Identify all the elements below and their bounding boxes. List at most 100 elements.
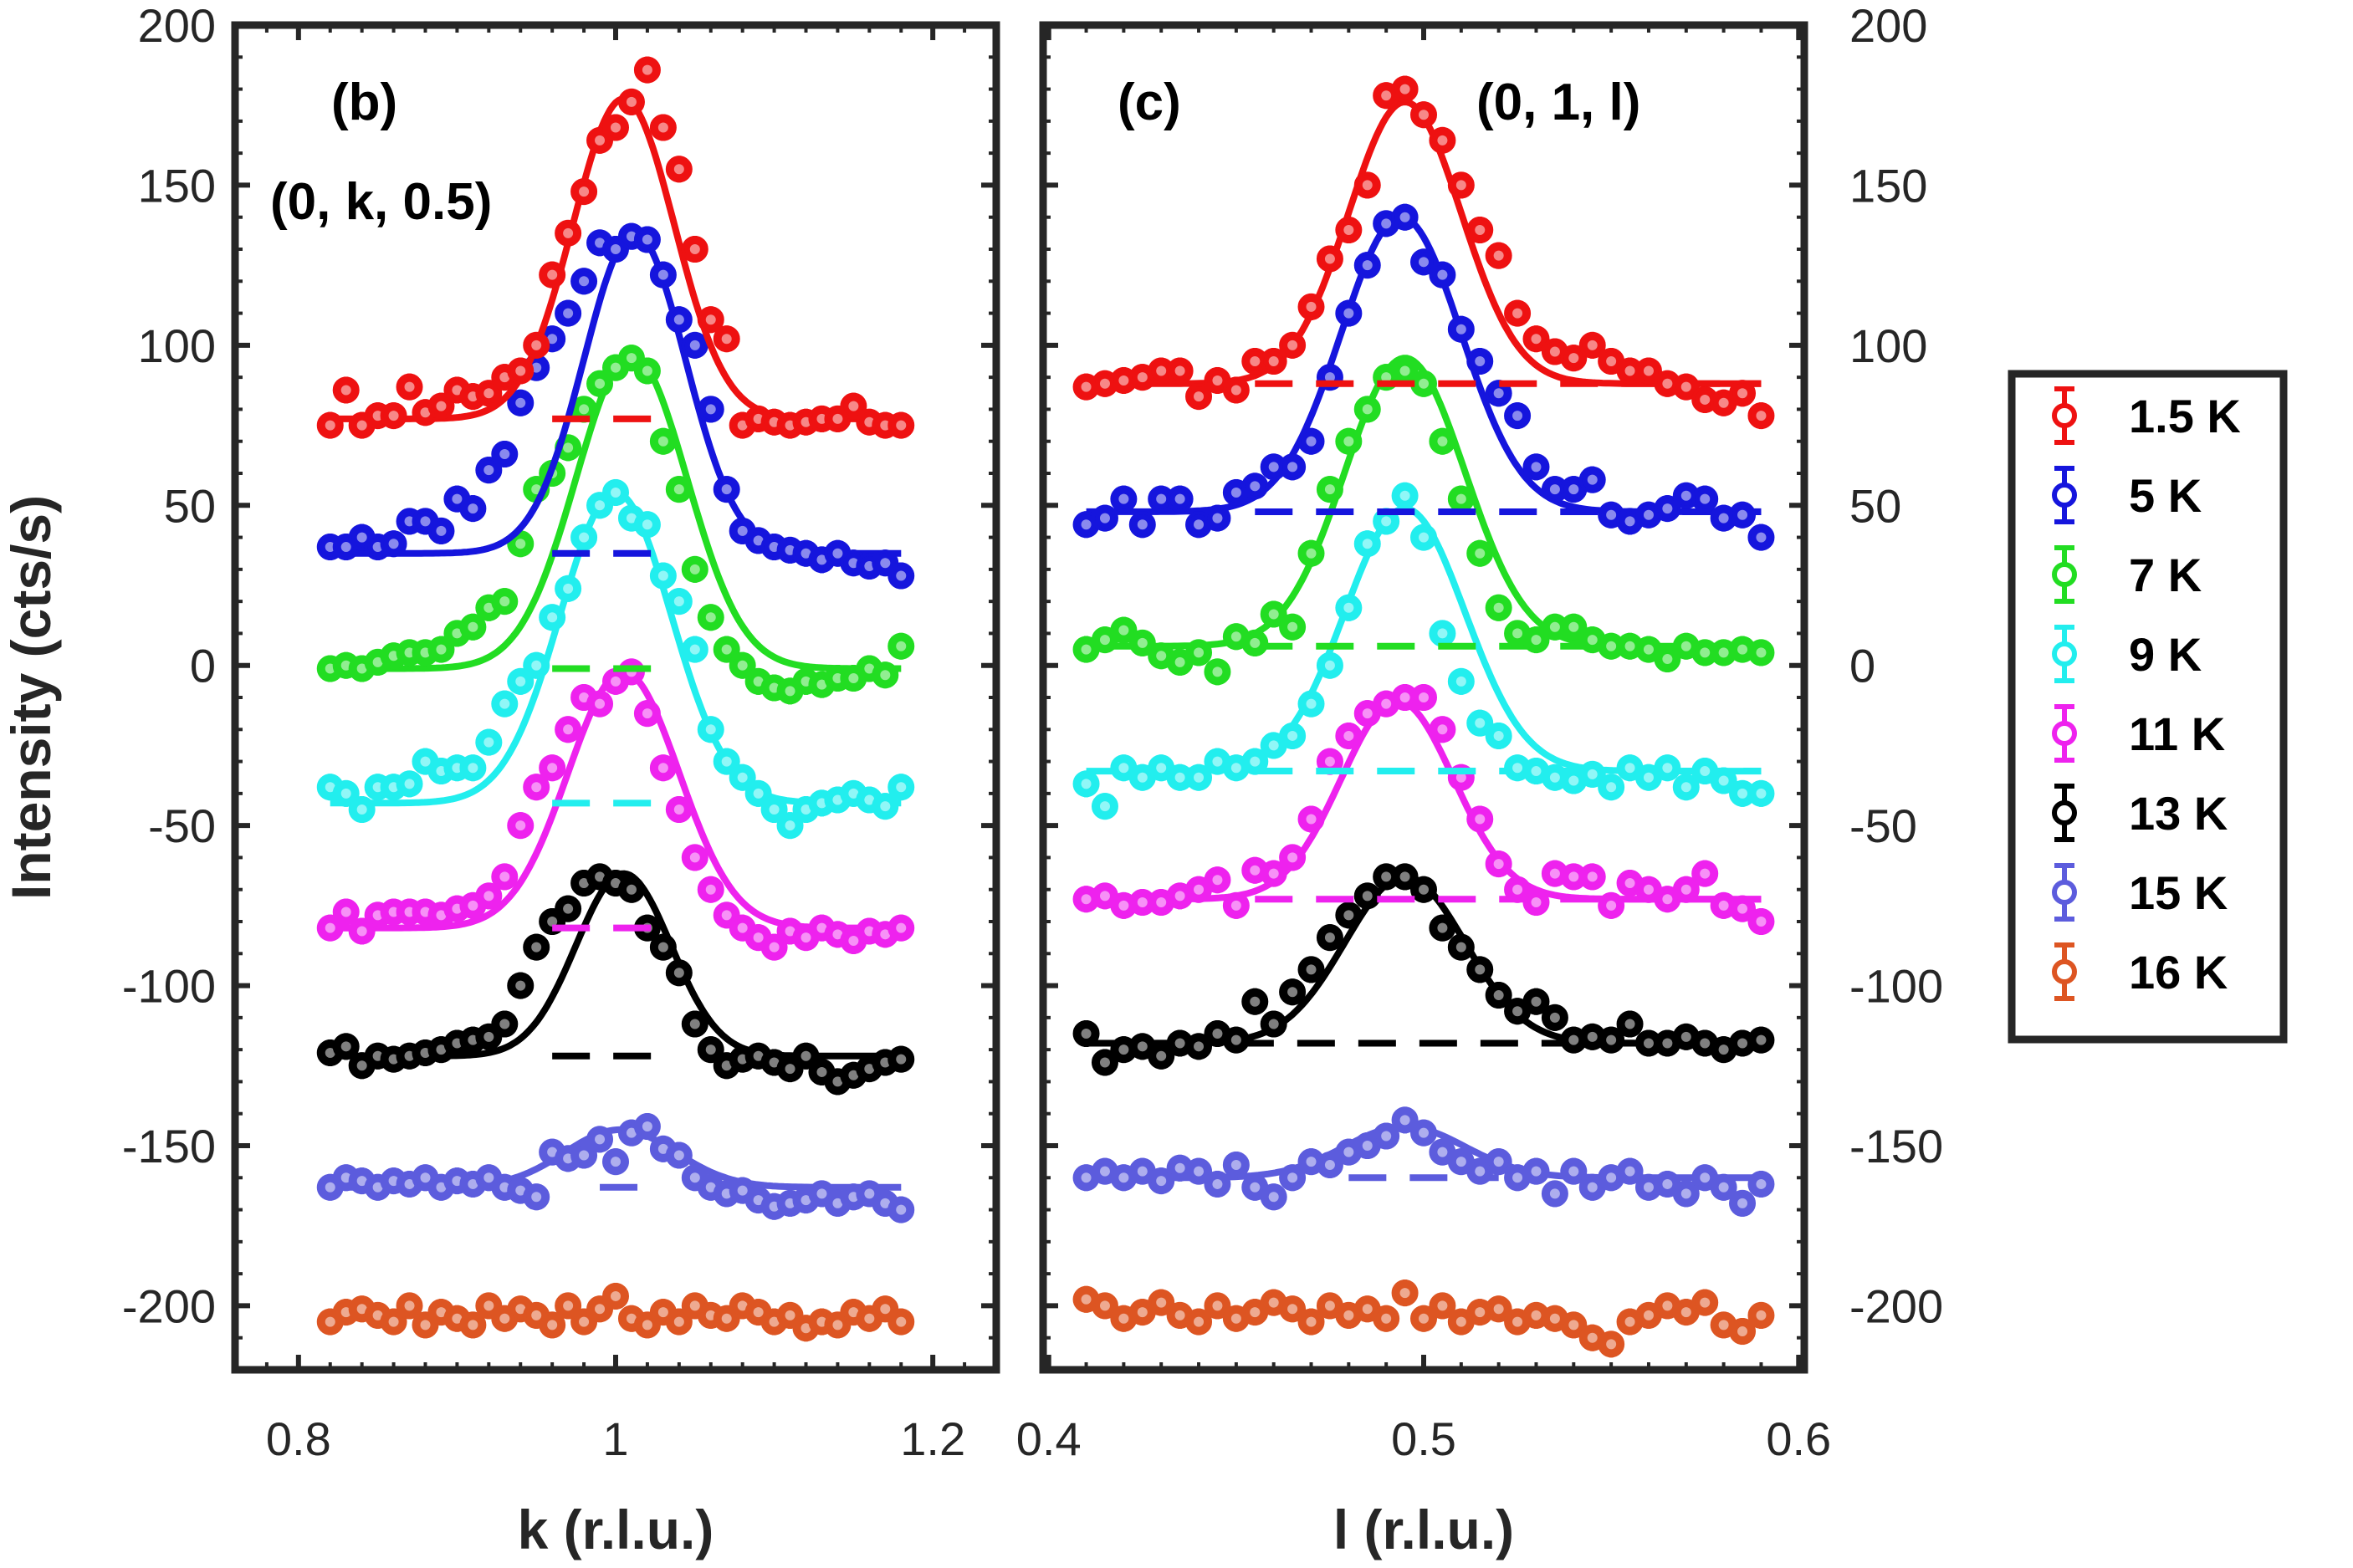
data-point-highlight (1718, 513, 1729, 524)
data-point-highlight (1381, 218, 1392, 229)
data-point-highlight (1137, 372, 1148, 383)
data-point-highlight (452, 1313, 463, 1324)
data-point-highlight (1756, 917, 1767, 927)
data-point-highlight (325, 542, 335, 553)
data-point-highlight (1156, 897, 1167, 908)
data-point-highlight (1194, 519, 1205, 530)
data-point-highlight (388, 411, 399, 421)
data-point-highlight (1268, 609, 1279, 620)
data-point-highlight (816, 413, 827, 424)
series-11-k (1072, 684, 1775, 935)
data-point-highlight (1362, 260, 1373, 271)
data-point-highlight (801, 1195, 811, 1206)
data-point-highlight (1737, 788, 1748, 799)
data-point-highlight (1174, 493, 1185, 504)
data-point-highlight (1306, 436, 1317, 447)
data-point-highlight (1212, 375, 1223, 386)
data-point-highlight (468, 621, 478, 632)
series-1-5-k (1072, 75, 1775, 430)
data-point-highlight (1306, 301, 1317, 312)
data-point-highlight (848, 1307, 859, 1318)
data-point-highlight (1081, 894, 1092, 905)
data-point-highlight (753, 932, 764, 943)
data-point-highlight (673, 804, 684, 815)
data-point-highlight (864, 663, 875, 674)
data-point-highlight (499, 449, 510, 460)
data-point-highlight (1680, 1188, 1691, 1199)
data-point-highlight (1419, 110, 1429, 120)
data-point-highlight (1718, 1044, 1729, 1055)
data-point-highlight (1174, 656, 1185, 667)
data-point-highlight (595, 871, 606, 882)
data-point-highlight (657, 269, 668, 280)
data-point-highlight (1250, 637, 1261, 648)
data-point-highlight (1737, 644, 1748, 655)
data-point-highlight (372, 1182, 383, 1193)
data-point-highlight (595, 237, 606, 248)
data-point-highlight (832, 1320, 843, 1331)
data-point-highlight (1512, 884, 1523, 895)
data-point-highlight (896, 641, 907, 651)
data-point-highlight (468, 763, 478, 774)
data-point-highlight (325, 782, 335, 793)
data-point-highlight (547, 269, 558, 280)
data-point-highlight (1118, 1044, 1129, 1055)
data-point-highlight (1287, 621, 1298, 632)
data-point-highlight (737, 660, 748, 671)
data-point-highlight (1549, 1188, 1560, 1199)
data-point-highlight (673, 314, 684, 325)
data-point-highlight (721, 910, 732, 921)
data-point-highlight (404, 1300, 415, 1311)
data-point-highlight (1700, 1297, 1711, 1308)
series-7-k (316, 345, 915, 705)
data-point-highlight (1250, 481, 1261, 492)
data-point-highlight (1137, 637, 1148, 648)
data-point-highlight (1700, 394, 1711, 405)
panel-c-frame (1039, 21, 1808, 1374)
data-point-highlight (1624, 1019, 1635, 1029)
data-point-highlight (1419, 378, 1429, 389)
data-point-highlight (340, 385, 351, 396)
data-point-highlight (1662, 763, 1673, 774)
data-point-highlight (1156, 1050, 1167, 1061)
data-point-highlight (1287, 1172, 1298, 1183)
data-point-highlight (737, 922, 748, 933)
data-point-highlight (1250, 1307, 1261, 1318)
legend-marker (2052, 880, 2077, 905)
data-point-highlight (1475, 718, 1486, 728)
data-point-highlight (1643, 772, 1654, 783)
legend-entry: 11 K (2052, 704, 2225, 763)
data-point-highlight (1512, 308, 1523, 319)
data-point-highlight (1362, 891, 1373, 901)
data-point-highlight (1137, 1307, 1148, 1318)
data-point-highlight (1419, 257, 1429, 268)
data-point-highlight (1194, 647, 1205, 658)
data-point-highlight (657, 763, 668, 774)
data-point-highlight (896, 1316, 907, 1327)
data-point-highlight (1250, 1182, 1261, 1193)
data-point-highlight (1230, 487, 1241, 498)
data-point-highlight (1081, 1294, 1092, 1305)
data-point-highlight (420, 407, 431, 418)
data-point-highlight (657, 1307, 668, 1318)
data-point-highlight (1156, 1297, 1167, 1308)
data-point-highlight (1419, 884, 1429, 895)
data-point-highlight (1399, 84, 1410, 94)
data-point-highlight (563, 1300, 574, 1311)
data-point-highlight (1549, 772, 1560, 783)
data-point-highlight (1493, 730, 1504, 741)
data-point-highlight (1437, 724, 1448, 735)
series-7-k (1072, 355, 1775, 686)
data-point-highlight (531, 660, 542, 671)
data-point-highlight (1362, 539, 1373, 549)
data-point-highlight (1568, 871, 1579, 882)
data-point-highlight (1493, 1157, 1504, 1167)
panel-b-label: (b) (331, 74, 397, 131)
data-point-highlight (1512, 1172, 1523, 1183)
data-point-highlight (1118, 625, 1129, 636)
data-point-highlight (1399, 871, 1410, 882)
data-point-highlight (595, 1304, 606, 1315)
data-point-highlight (1493, 990, 1504, 1001)
data-point-highlight (547, 1147, 558, 1157)
